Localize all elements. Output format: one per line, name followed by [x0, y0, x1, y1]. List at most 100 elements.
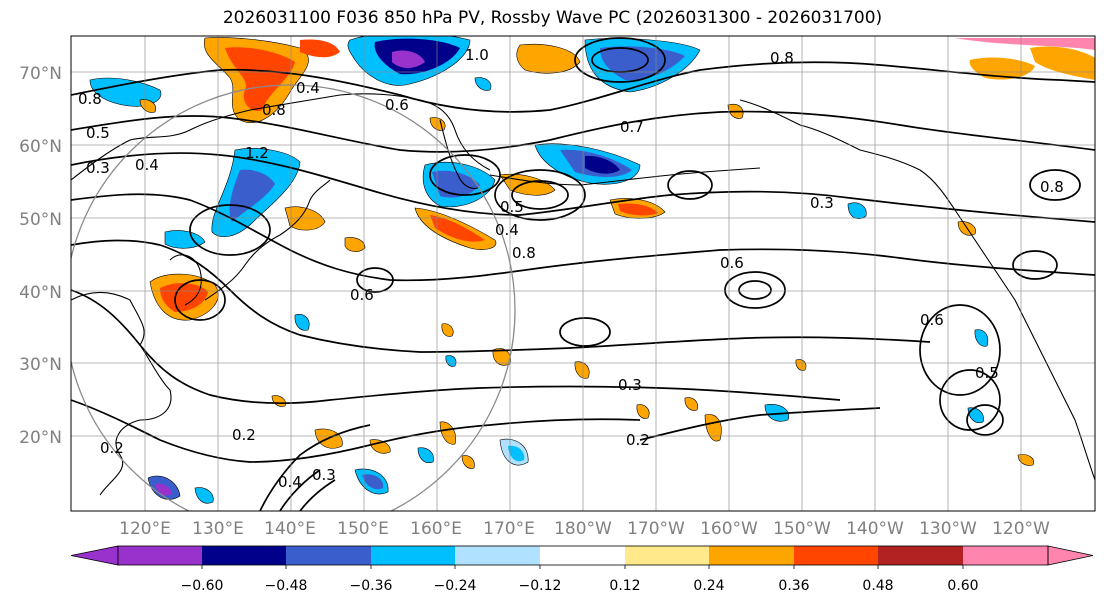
lon-label: 150°W — [773, 519, 831, 539]
contour-loop — [966, 404, 1004, 436]
contour-label: 0.6 — [385, 96, 409, 114]
colorbar-segment — [286, 546, 371, 565]
contour-line — [639, 407, 881, 441]
lon-label: 130°W — [919, 519, 977, 539]
latitude-labels: 70°N 60°N 50°N 40°N 30°N 20°N — [19, 64, 62, 448]
contour-line — [279, 469, 321, 511]
cold-anomaly — [392, 50, 425, 68]
lon-label: 160°E — [410, 519, 462, 539]
contour-loop — [356, 267, 394, 293]
contour-label: 0.3 — [312, 466, 336, 484]
colorbar-segment — [202, 546, 286, 565]
contour-label: 0.8 — [512, 244, 536, 262]
contour-line — [71, 152, 1095, 223]
warm-anomaly — [439, 421, 456, 445]
cold-anomaly — [164, 230, 206, 249]
warm-anomaly — [344, 237, 366, 252]
warm-anomaly — [1017, 454, 1034, 466]
coastlines — [71, 93, 1095, 496]
lon-label: 170°E — [483, 519, 535, 539]
warm-anomaly — [461, 455, 475, 469]
cold-anomaly — [229, 169, 275, 222]
longitude-labels: 120°E 130°E 140°E 150°E 160°E 170°E 180°… — [119, 519, 1050, 539]
colorbar-segment — [118, 546, 202, 565]
warm-anomaly — [430, 215, 485, 242]
colorbar-tick-label: 0.12 — [609, 578, 640, 594]
contour-loop — [1029, 169, 1081, 201]
warm-anomaly — [441, 323, 454, 337]
lat-label: 20°N — [19, 428, 62, 448]
cold-anomaly — [362, 474, 384, 490]
contour-loop — [939, 369, 1001, 431]
lat-label: 60°N — [19, 137, 62, 157]
contour-label: 0.5 — [500, 198, 524, 216]
coastline-korea — [169, 254, 202, 306]
cold-anomaly — [974, 329, 989, 347]
colorbar-segment — [878, 546, 963, 565]
contour-line — [71, 61, 1095, 113]
contour-line — [71, 110, 1095, 153]
lon-label: 150°E — [337, 519, 389, 539]
contour-label: 0.5 — [86, 124, 110, 142]
cold-anomaly — [294, 314, 310, 331]
lon-label: 120°W — [992, 519, 1050, 539]
warm-anomaly — [704, 414, 722, 442]
colorbar-tick-label: 0.60 — [947, 578, 978, 594]
contour-label: 0.8 — [262, 101, 286, 119]
contour-label: 0.2 — [626, 431, 650, 449]
colorbar-labels: −0.60 −0.48 −0.36 −0.24 −0.12 0.12 0.24 … — [181, 578, 979, 594]
cold-anomaly — [508, 445, 525, 462]
contour-label: 0.3 — [618, 376, 642, 394]
contour-label: 0.6 — [720, 254, 744, 272]
contour-label: 0.8 — [78, 90, 102, 108]
contour-loop — [1012, 250, 1058, 280]
contour-label: 0.3 — [86, 159, 110, 177]
coastline-japan — [204, 179, 331, 301]
coastline-asia — [71, 291, 172, 496]
coastline-canada — [954, 209, 1095, 481]
lat-label: 40°N — [19, 283, 62, 303]
lon-label: 120°E — [119, 519, 171, 539]
lon-label: 140°E — [264, 519, 316, 539]
warm-anomaly — [139, 99, 156, 113]
contour-label: 0.4 — [296, 79, 320, 97]
contour-label: 0.2 — [100, 439, 124, 457]
contour-label: 0.3 — [810, 194, 834, 212]
contour-label: 0.7 — [620, 118, 644, 136]
colorbar-tick-label: 0.48 — [862, 578, 893, 594]
colorbar-extend-low — [70, 545, 119, 566]
coastline-siberia — [71, 93, 491, 181]
colorbar-tick-label: 0.36 — [778, 578, 809, 594]
projection-circle — [71, 84, 516, 511]
lon-label: 160°W — [700, 519, 758, 539]
contour-line — [71, 193, 1095, 282]
contour-loop — [559, 317, 611, 347]
colorbar-tick-label: −0.24 — [434, 578, 477, 594]
colorbar-segment — [540, 546, 625, 565]
cold-anomaly — [417, 447, 434, 463]
contour-loop — [511, 180, 569, 210]
cold-anomaly — [585, 155, 620, 174]
contour-line — [299, 479, 336, 511]
cold-anomaly — [194, 487, 214, 504]
cold-anomaly — [89, 77, 162, 107]
warm-anomaly — [955, 38, 1095, 50]
warm-anomaly — [618, 203, 658, 216]
warm-anomaly — [284, 206, 326, 231]
coastline-kamchatka — [439, 119, 479, 189]
cold-anomaly — [847, 202, 867, 219]
lat-label: 30°N — [19, 355, 62, 375]
contour-label: 0.8 — [1040, 178, 1064, 196]
colorbar-segment — [709, 546, 794, 565]
shaded-anomalies — [89, 36, 1095, 504]
contour-label: 0.6 — [350, 286, 374, 304]
lon-label: 180°W — [554, 519, 612, 539]
contour-labels: 0.8 0.5 0.3 0.4 0.6 1.0 1.2 0.7 0.2 0.8 … — [78, 46, 1064, 491]
contour-loop — [174, 279, 226, 321]
map-frame — [70, 35, 1096, 512]
contour-loop — [738, 280, 772, 300]
colorbar-outline — [117, 545, 1049, 566]
colorbar — [70, 545, 1094, 569]
coastline-alaska — [739, 99, 956, 211]
